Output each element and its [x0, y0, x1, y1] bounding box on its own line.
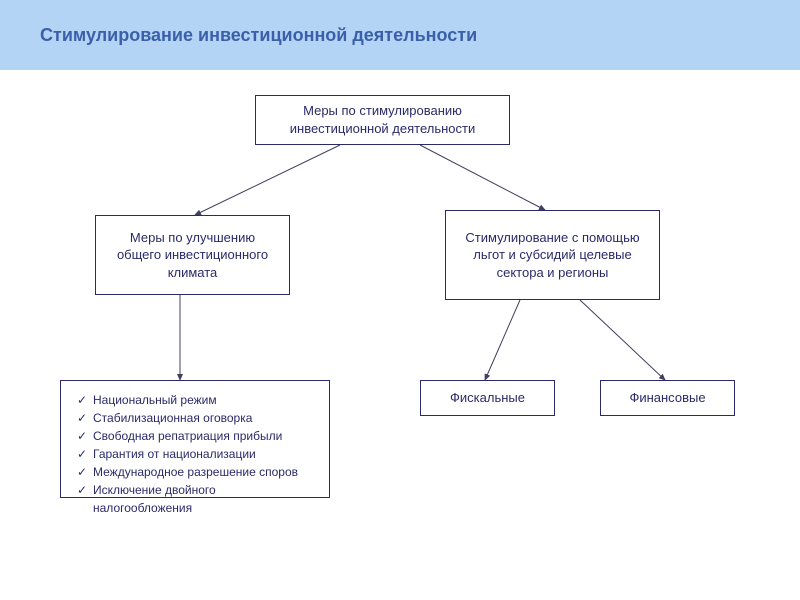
connector-layer	[0, 70, 800, 600]
list-item: Гарантия от национализации	[75, 445, 315, 463]
node-fiscal-label: Фискальные	[450, 389, 525, 407]
node-incentives: Стимулирование с помощью льгот и субсиди…	[445, 210, 660, 300]
list-item: Исключение двойного налогообложения	[75, 481, 315, 517]
node-financial-label: Финансовые	[629, 389, 705, 407]
node-climate-label: Меры по улучшению общего инвестиционного…	[110, 229, 275, 282]
diagram-area: Меры по стимулированию инвестиционной де…	[0, 70, 800, 600]
list-item: Свободная репатриация прибыли	[75, 427, 315, 445]
node-fiscal: Фискальные	[420, 380, 555, 416]
node-climate: Меры по улучшению общего инвестиционного…	[95, 215, 290, 295]
list-item: Международное разрешение споров	[75, 463, 315, 481]
slide-header: Стимулирование инвестиционной деятельнос…	[0, 0, 800, 70]
list-item: Национальный режим	[75, 391, 315, 409]
slide-title: Стимулирование инвестиционной деятельнос…	[40, 25, 477, 46]
node-climate-list: Национальный режимСтабилизационная огово…	[60, 380, 330, 498]
node-root: Меры по стимулированию инвестиционной де…	[255, 95, 510, 145]
node-financial: Финансовые	[600, 380, 735, 416]
node-incentives-label: Стимулирование с помощью льгот и субсиди…	[460, 229, 645, 282]
climate-measure-list: Национальный режимСтабилизационная огово…	[75, 391, 315, 517]
node-root-label: Меры по стимулированию инвестиционной де…	[270, 102, 495, 137]
list-item: Стабилизационная оговорка	[75, 409, 315, 427]
